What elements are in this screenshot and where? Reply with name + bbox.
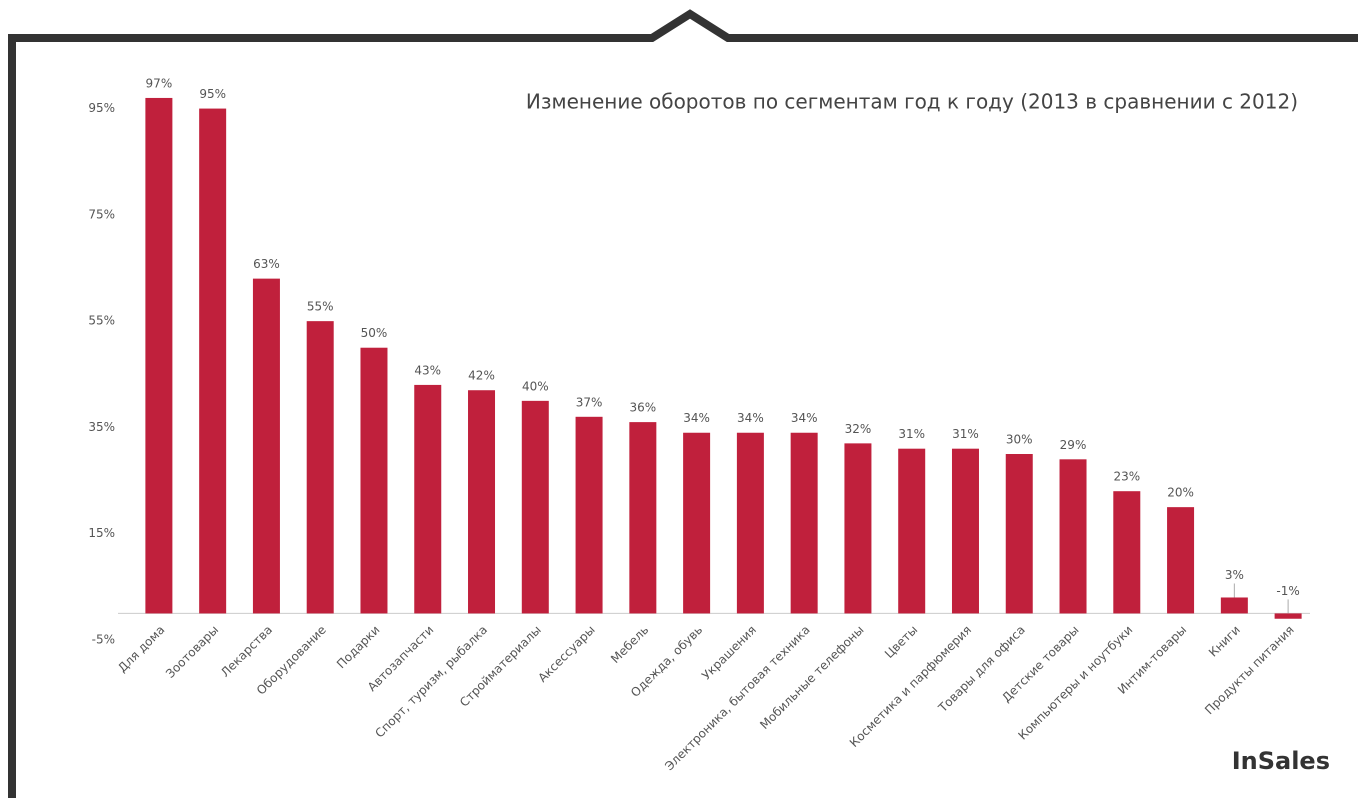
value-label: 95% — [199, 87, 226, 101]
chart-title: Изменение оборотов по сегментам год к го… — [526, 90, 1298, 114]
y-tick-label: 95% — [88, 101, 115, 115]
bar — [1005, 454, 1033, 614]
bar — [1167, 507, 1195, 614]
bar — [790, 432, 818, 614]
bar — [306, 321, 334, 614]
y-tick-label: 15% — [88, 526, 115, 540]
bar — [629, 422, 657, 614]
value-label: 42% — [468, 369, 495, 383]
x-tick-label: Книги — [1206, 623, 1243, 660]
value-label: 97% — [146, 76, 173, 90]
y-tick-label: 75% — [88, 207, 115, 221]
bar — [575, 416, 603, 614]
value-label: 30% — [1006, 433, 1033, 447]
x-tick-label: Для дома — [115, 623, 167, 675]
x-tick-label: Продукты питания — [1202, 623, 1297, 718]
bar — [898, 448, 926, 614]
value-label: 55% — [307, 300, 334, 314]
frame — [8, 9, 1358, 798]
value-label: 23% — [1113, 470, 1140, 484]
value-label: 32% — [845, 422, 872, 436]
bar — [521, 400, 549, 614]
value-label: 3% — [1225, 568, 1244, 582]
value-label: 31% — [952, 427, 979, 441]
bar — [1274, 613, 1302, 619]
bar — [360, 347, 388, 614]
x-tick-label: Украшения — [699, 623, 759, 683]
x-tick-label: Мебель — [608, 623, 651, 666]
bar — [736, 432, 764, 614]
value-label: 20% — [1167, 486, 1194, 500]
value-label: -1% — [1276, 584, 1299, 598]
x-tick-label: Аксессуары — [535, 623, 597, 685]
bar — [1113, 491, 1141, 614]
bar — [844, 443, 872, 614]
value-label: 29% — [1060, 438, 1087, 452]
bar — [683, 432, 711, 614]
bar — [1220, 597, 1248, 614]
value-label: 34% — [791, 411, 818, 425]
bar — [199, 108, 227, 614]
bar — [468, 390, 496, 614]
y-tick-label: -5% — [92, 633, 115, 647]
value-label: 63% — [253, 257, 280, 271]
value-label: 40% — [522, 379, 549, 393]
bar — [145, 97, 173, 614]
bar — [1059, 459, 1087, 614]
value-label: 50% — [361, 326, 388, 340]
x-tick-label: Зоотовары — [163, 623, 221, 681]
value-label: 43% — [414, 363, 441, 377]
bar — [951, 448, 979, 614]
x-tick-label: Цветы — [882, 623, 920, 661]
x-tick-label: Компьютеры и ноутбуки — [1015, 623, 1135, 743]
bar — [252, 278, 280, 614]
value-label: 31% — [898, 427, 925, 441]
brand-logo: InSales — [1232, 747, 1330, 775]
value-label: 34% — [683, 411, 710, 425]
x-tick-label: Мобильные телефоны — [757, 623, 866, 732]
x-tick-label: Лекарства — [218, 623, 275, 680]
value-label: 37% — [576, 395, 603, 409]
y-tick-label: 55% — [88, 314, 115, 328]
x-tick-label: Спорт, туризм, рыбалка — [372, 623, 490, 741]
value-label: 34% — [737, 411, 764, 425]
x-tick-label: Подарки — [334, 623, 383, 672]
y-tick-label: 35% — [88, 420, 115, 434]
bar — [414, 384, 442, 614]
value-label: 36% — [630, 401, 657, 415]
